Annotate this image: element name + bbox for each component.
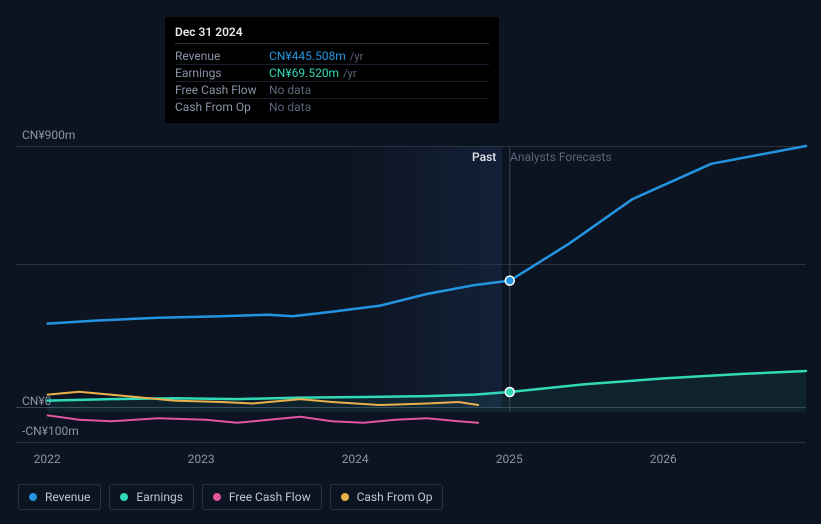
legend-label: Revenue xyxy=(45,490,90,504)
tooltip-row: Free Cash FlowNo data xyxy=(175,82,489,99)
legend-label: Free Cash Flow xyxy=(229,490,311,504)
chart-tooltip: Dec 31 2024 RevenueCN¥445.508m/yrEarning… xyxy=(165,17,499,123)
tooltip-rows: RevenueCN¥445.508m/yrEarningsCN¥69.520m/… xyxy=(175,48,489,115)
legend-dot-icon xyxy=(120,493,128,501)
tooltip-row: Cash From OpNo data xyxy=(175,99,489,115)
x-axis-label: 2024 xyxy=(342,452,369,466)
x-axis-label: 2025 xyxy=(496,452,523,466)
legend-dot-icon xyxy=(29,493,37,501)
gridline xyxy=(16,442,806,443)
legend-label: Earnings xyxy=(136,490,183,504)
tooltip-date: Dec 31 2024 xyxy=(175,25,489,44)
chart-svg[interactable] xyxy=(16,146,806,442)
tooltip-row-label: Free Cash Flow xyxy=(175,83,269,97)
legend-item[interactable]: Cash From Op xyxy=(330,484,444,510)
series-marker xyxy=(505,276,514,285)
series-line xyxy=(48,415,479,422)
tooltip-row-value: No data xyxy=(269,83,489,97)
legend-label: Cash From Op xyxy=(357,490,433,504)
y-axis-label: CN¥900m xyxy=(22,128,75,142)
legend-item[interactable]: Revenue xyxy=(18,484,101,510)
series-line xyxy=(48,146,806,324)
legend: Revenue Earnings Free Cash Flow Cash From O… xyxy=(18,484,443,510)
series-marker xyxy=(505,387,514,396)
tooltip-row-value: CN¥445.508m/yr xyxy=(269,49,489,63)
tooltip-row-label: Earnings xyxy=(175,66,269,80)
legend-dot-icon xyxy=(341,493,349,501)
x-axis-label: 2023 xyxy=(188,452,215,466)
x-axis-label: 2022 xyxy=(34,452,61,466)
tooltip-row: RevenueCN¥445.508m/yr xyxy=(175,48,489,65)
tooltip-row-label: Cash From Op xyxy=(175,100,269,114)
x-axis-label: 2026 xyxy=(650,452,677,466)
tooltip-row-label: Revenue xyxy=(175,49,269,63)
tooltip-row-value: CN¥69.520m/yr xyxy=(269,66,489,80)
legend-item[interactable]: Free Cash Flow xyxy=(202,484,322,510)
legend-item[interactable]: Earnings xyxy=(109,484,194,510)
tooltip-row-value: No data xyxy=(269,100,489,114)
legend-dot-icon xyxy=(213,493,221,501)
tooltip-row: EarningsCN¥69.520m/yr xyxy=(175,65,489,82)
